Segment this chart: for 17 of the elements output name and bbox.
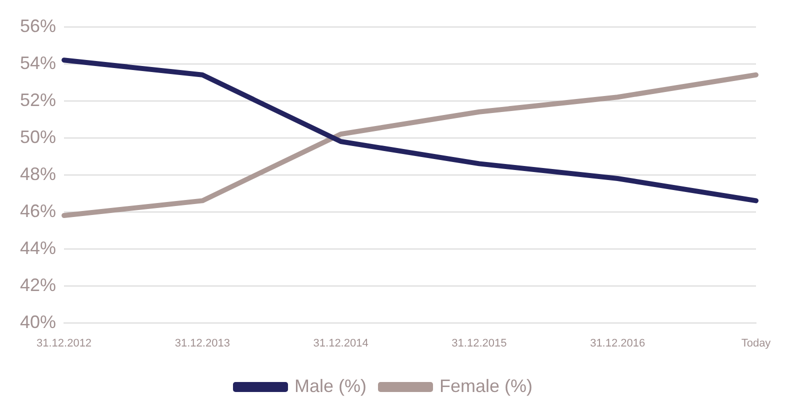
legend-label: Male (%) <box>294 376 367 396</box>
y-tick-label: 50% <box>20 126 56 147</box>
x-tick-label: 31.12.2012 <box>36 337 92 350</box>
y-tick-label: 52% <box>20 90 56 110</box>
y-tick-label: 44% <box>20 238 56 258</box>
y-tick-label: 40% <box>20 312 56 332</box>
y-tick-label: 56% <box>20 16 56 36</box>
y-tick-label: 48% <box>20 164 56 184</box>
x-tick-label: 31.12.2015 <box>452 337 507 350</box>
x-tick-label: 31.12.2016 <box>590 337 646 350</box>
y-tick-label: 46% <box>20 200 56 221</box>
x-tick-label: Today <box>741 337 772 350</box>
x-tick-label: 31.12.2014 <box>313 337 368 350</box>
legend-label: Female (%) <box>439 376 533 396</box>
y-tick-label: 54% <box>20 52 56 73</box>
x-tick-label: 31.12.2013 <box>174 337 230 350</box>
y-tick-label: 42% <box>20 274 56 295</box>
